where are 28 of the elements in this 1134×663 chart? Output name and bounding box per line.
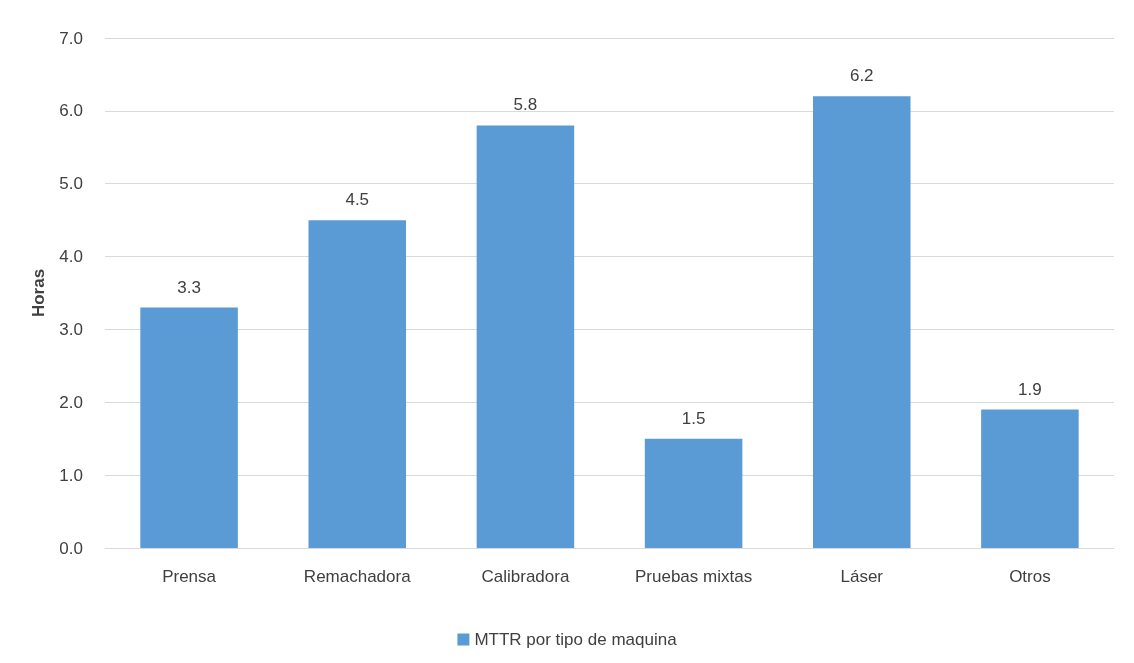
bar (812, 96, 911, 548)
data-label: 6.2 (849, 66, 874, 86)
x-tick-label: Calibradora (481, 567, 570, 586)
legend-label: MTTR por tipo de maquina (474, 630, 678, 649)
bar (476, 125, 575, 548)
y-tick-label: 4.0 (59, 247, 83, 267)
bar (140, 307, 238, 548)
bar (644, 438, 743, 548)
x-tick-label: Prensa (162, 567, 217, 586)
y-tick-label: 6.0 (59, 101, 83, 121)
data-label: 1.5 (681, 408, 706, 428)
x-tick-label: Pruebas mixtas (635, 567, 753, 586)
y-tick-label: 5.0 (59, 174, 83, 194)
bar (981, 409, 1079, 548)
y-tick-label: 1.0 (59, 465, 83, 485)
x-tick-label: Láser (840, 567, 884, 586)
x-tick-label: Otros (1009, 567, 1051, 586)
bar (308, 220, 407, 548)
y-axis-title: Horas (29, 268, 48, 318)
y-tick-label: 3.0 (59, 319, 83, 339)
data-label: 4.5 (345, 190, 370, 210)
y-tick-label: 0.0 (59, 538, 83, 558)
data-label: 5.8 (513, 95, 538, 115)
y-tick-label: 7.0 (59, 28, 83, 48)
data-label: 3.3 (177, 277, 201, 297)
y-tick-label: 2.0 (59, 392, 83, 412)
x-tick-label: Remachadora (303, 567, 412, 586)
data-label: 1.9 (1018, 379, 1042, 399)
